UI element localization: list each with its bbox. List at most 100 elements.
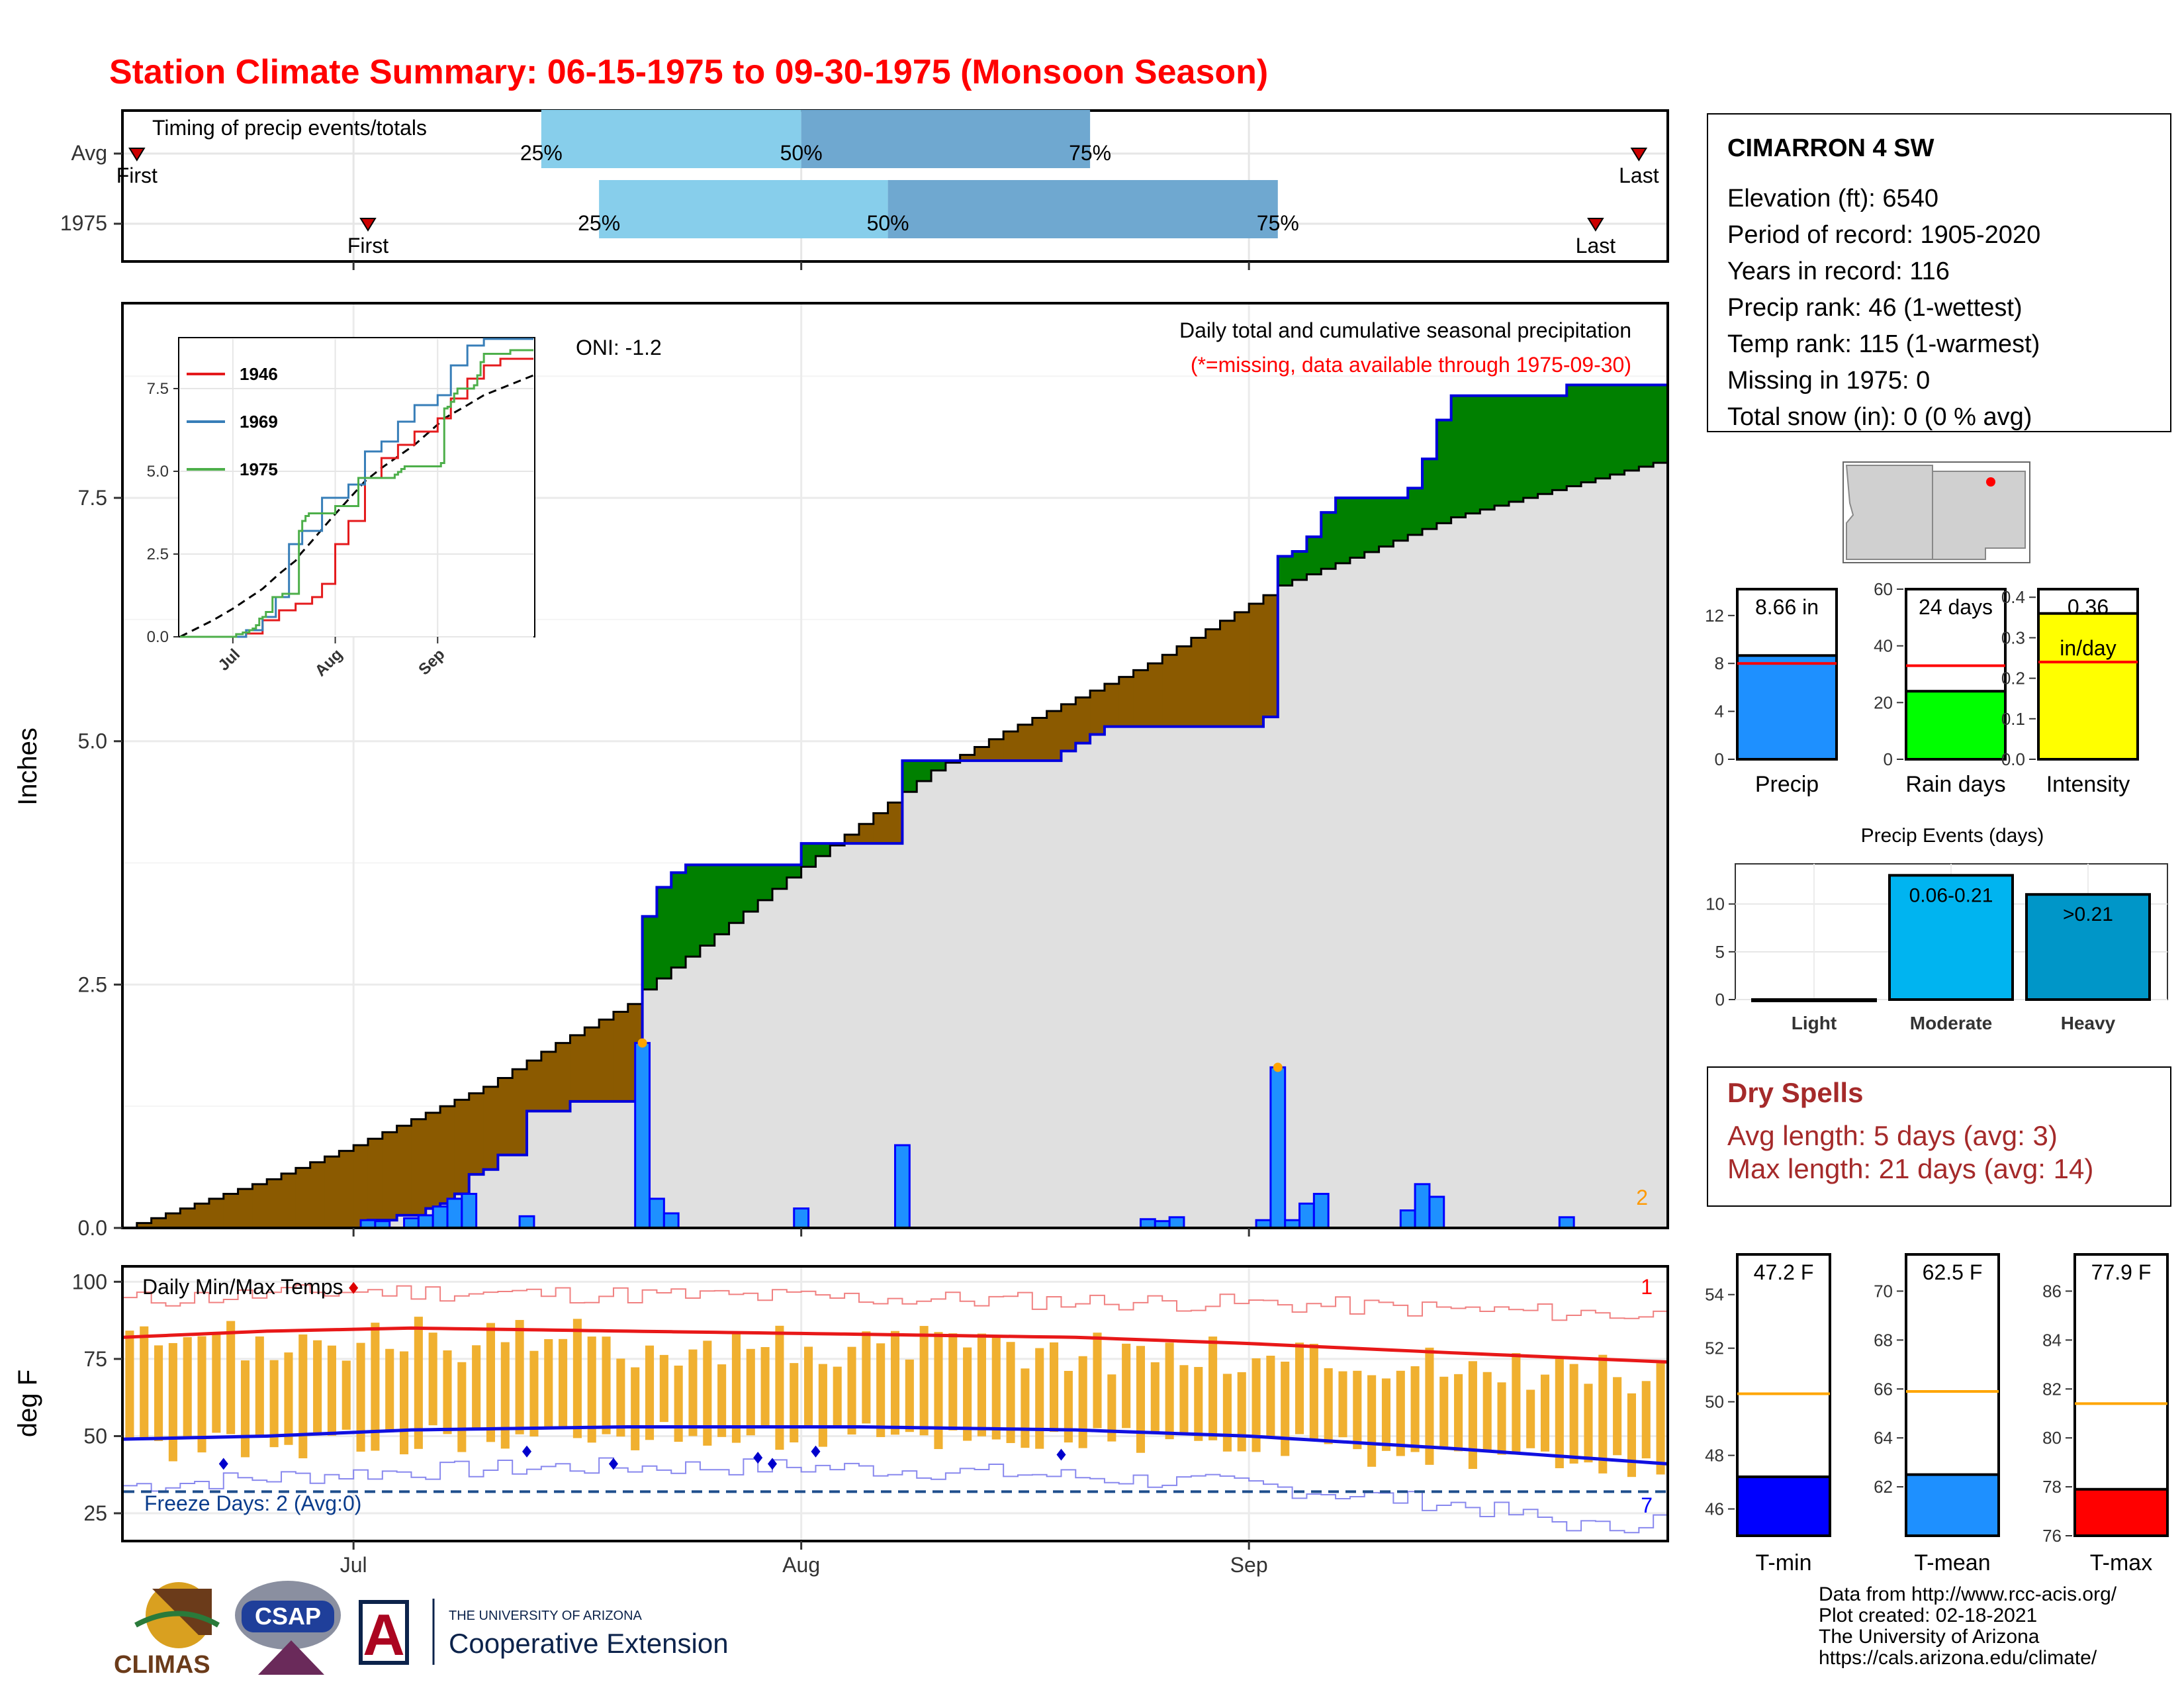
above-average-strip xyxy=(1436,420,1452,524)
below-average-strip xyxy=(151,1218,167,1228)
daily-temp-bar xyxy=(905,1359,914,1432)
below-average-strip xyxy=(599,1019,614,1102)
daily-temp-bar xyxy=(760,1346,770,1426)
daily-temp-bar xyxy=(804,1346,813,1429)
below-average-strip xyxy=(844,834,860,844)
location-map xyxy=(1843,461,2030,563)
summary-bar-value: 24 days xyxy=(1919,595,1993,619)
below-average-strip xyxy=(498,1078,513,1155)
daily-temp-bar xyxy=(717,1364,727,1437)
daily-temp-bar xyxy=(977,1333,986,1436)
above-average-strip xyxy=(1393,498,1408,541)
record-high-line xyxy=(122,1284,1668,1321)
timing-bar-50-75 xyxy=(801,110,1091,168)
daily-temp-bar xyxy=(602,1336,611,1434)
temp-summary-tick-label: 62 xyxy=(1874,1477,1893,1497)
below-average-strip xyxy=(382,1132,398,1221)
daily-temp-bar xyxy=(731,1332,741,1443)
temp-summary-fill xyxy=(2073,1487,2169,1538)
daily-temp-bar xyxy=(385,1348,394,1432)
summary-bar-value: 0.36 xyxy=(2068,595,2109,619)
events-tick-label: 10 xyxy=(1706,894,1725,914)
temp-y-tick-label: 25 xyxy=(83,1501,107,1525)
below-average-strip xyxy=(1162,655,1177,727)
below-average-strip xyxy=(1263,595,1279,717)
below-average-strip xyxy=(613,1011,629,1102)
above-average-strip xyxy=(1292,551,1308,581)
daily-temp-bar xyxy=(631,1367,640,1450)
daily-temp-bar xyxy=(1237,1372,1246,1452)
timing-event-marker xyxy=(1630,148,1648,162)
above-average-strip xyxy=(902,761,917,792)
record-low-marker xyxy=(608,1458,618,1470)
daily-precip-bar xyxy=(1168,1216,1185,1229)
station-info-frame xyxy=(1707,113,2171,432)
daily-temp-bar xyxy=(1613,1377,1622,1456)
station-info-line: Years in record: 116 xyxy=(1727,258,1950,285)
above-average-strip xyxy=(1364,498,1380,553)
temp-summary-value: 47.2 F xyxy=(1754,1260,1814,1284)
events-bar-label: >0.21 xyxy=(2063,904,2113,925)
daily-temp-bar xyxy=(1598,1354,1608,1474)
precip-subtitle: Daily total and cumulative seasonal prec… xyxy=(1179,318,1631,342)
timing-bar-25-50 xyxy=(541,110,801,168)
timing-event-marker xyxy=(128,148,146,162)
daily-temp-bar xyxy=(1324,1368,1333,1444)
temp-summary-tick-label: 50 xyxy=(1705,1392,1724,1412)
above-average-strip xyxy=(1336,498,1351,563)
temp-summary-tick-label: 54 xyxy=(1705,1285,1724,1305)
precip-missing-note: (*=missing, data available through 1975-… xyxy=(1191,353,1631,377)
below-average-strip xyxy=(1234,612,1250,727)
footer-line-1: Data from http://www.rcc-acis.org/ xyxy=(1819,1583,2117,1605)
above-average-strip xyxy=(1595,385,1611,479)
csap-logo-mountain xyxy=(258,1640,324,1675)
below-average-strip xyxy=(512,1069,527,1155)
timing-event-label: First xyxy=(116,164,158,187)
above-average-strip xyxy=(772,865,788,889)
temp-y-title: deg F xyxy=(13,1370,42,1437)
daily-temp-bar xyxy=(240,1360,250,1458)
daily-temp-bar xyxy=(1107,1374,1116,1442)
summary-bars: 8.66 in 0 4 8 12 Precip 24 days 0 20 40 60 Rain day… xyxy=(1705,579,2139,797)
timing-pct-label: 75% xyxy=(1257,211,1299,235)
timing-pct-label: 75% xyxy=(1069,141,1111,165)
month-tick-label: Jul xyxy=(340,1553,367,1577)
below-average-strip xyxy=(267,1179,282,1228)
below-average-strip xyxy=(1104,683,1120,727)
daily-temp-bar xyxy=(1295,1342,1304,1434)
temp-summary-tick-label: 48 xyxy=(1705,1446,1724,1466)
daily-temp-bar xyxy=(515,1320,524,1434)
temp-y-tick-label: 100 xyxy=(72,1270,107,1293)
daily-temp-bar xyxy=(572,1319,582,1438)
daily-temp-bar xyxy=(1179,1365,1189,1434)
daily-temp-bar xyxy=(183,1337,192,1439)
daily-temp-bar xyxy=(1222,1374,1232,1452)
daily-temp-bar xyxy=(659,1354,668,1423)
above-average-strip xyxy=(1508,395,1524,502)
below-average-strip xyxy=(1205,629,1221,727)
daily-temp-bar xyxy=(1569,1364,1578,1464)
temp-y-tick-label: 75 xyxy=(83,1347,107,1371)
daily-temp-bar xyxy=(818,1364,827,1447)
above-average-strip xyxy=(1523,395,1539,498)
below-average-strip xyxy=(974,747,989,761)
temp-grid xyxy=(124,1268,1666,1540)
daily-temp-bar xyxy=(197,1336,206,1453)
precip-y-title: Inches xyxy=(13,727,42,806)
timing-event-marker xyxy=(1587,218,1604,232)
daily-temp-bar xyxy=(1656,1363,1665,1475)
avg-tmax-line xyxy=(122,1326,1668,1364)
above-average-strip xyxy=(1567,385,1582,487)
summary-bar-tick-label: 0.2 xyxy=(2001,669,2025,688)
summary-bar-tick-label: 0.0 xyxy=(2001,749,2025,769)
page-title: Station Climate Summary: 06-15-1975 to 0… xyxy=(109,53,1268,91)
daily-temp-bar xyxy=(847,1346,856,1435)
station-info-line: Precip rank: 46 (1-wettest) xyxy=(1727,294,2023,322)
below-average-strip xyxy=(440,1106,455,1204)
below-average-strip xyxy=(858,823,874,844)
dry-spells-box: Dry Spells Avg length: 5 days (avg: 3) M… xyxy=(1707,1066,2171,1207)
temp-panel-frame xyxy=(121,1265,1669,1542)
daily-temp-bar xyxy=(1122,1343,1131,1429)
daily-temp-bar xyxy=(1006,1342,1015,1443)
daily-temp-bar xyxy=(1150,1362,1160,1434)
